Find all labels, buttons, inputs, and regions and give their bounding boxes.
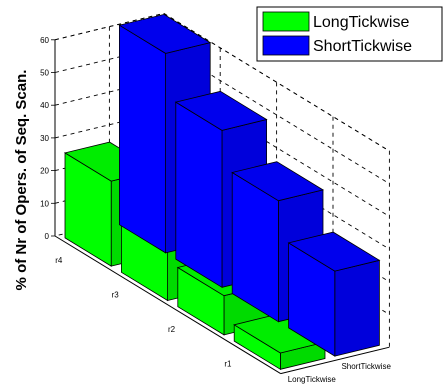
legend-label: LongTickwise: [313, 14, 409, 31]
bar-LongTickwise-r1: [233, 313, 327, 371]
z-tick-label: 10: [40, 199, 49, 208]
bar-top-face: [287, 231, 381, 272]
z-tick-label: 30: [40, 134, 49, 143]
row-tick-label: r1: [224, 359, 232, 368]
tick-labels: 0 10 20 30 40 50 60 r4 r3 r2 r1 LongTickwise ShortTi…: [40, 36, 391, 384]
y-axis-label: % of Nr of Opers. of Seq. Scan.: [13, 70, 30, 291]
row-tick-label: r4: [55, 256, 63, 265]
row-tick-label: r3: [112, 291, 120, 300]
z-tick-label: 50: [40, 69, 49, 78]
legend-swatch: [262, 35, 310, 56]
bar-side-face: [119, 24, 167, 254]
z-tick-label: 20: [40, 167, 49, 176]
column-tick-label: ShortTickwise: [341, 362, 391, 371]
row-tick-label: r2: [168, 325, 176, 334]
legend-label: ShortTickwise: [313, 38, 412, 55]
column-tick-label: LongTickwise: [288, 375, 337, 384]
legend-swatch: [262, 11, 310, 32]
row-axis-line: [54, 235, 281, 375]
gridline: [54, 12, 390, 152]
bar-top-face: [174, 90, 268, 131]
gridline: [54, 45, 390, 185]
bars-group: [63, 13, 381, 371]
z-tick-label: 60: [40, 36, 49, 45]
gridline: [54, 78, 390, 217]
z-tick-label: 40: [40, 101, 49, 110]
column-axis-line: [280, 346, 390, 375]
bar-side-face: [175, 101, 223, 289]
legend: LongTickwise ShortTickwise: [256, 6, 443, 62]
bar-front-face: [334, 259, 380, 357]
bar-top-face: [118, 13, 212, 54]
bar-top-face: [231, 161, 325, 202]
bar-ShortTickwise-r1: [287, 231, 381, 357]
z-tick-label: 0: [45, 232, 50, 241]
